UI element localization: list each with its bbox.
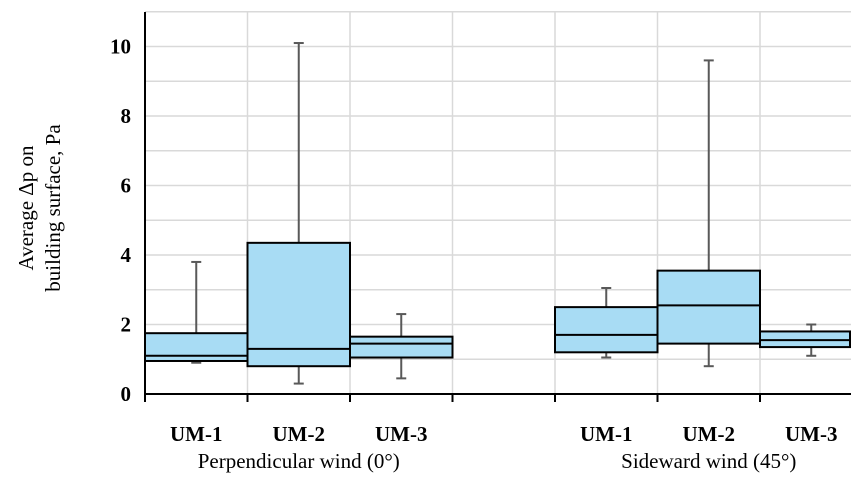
category-label: UM-3 <box>785 422 837 446</box>
category-label: UM-3 <box>375 422 427 446</box>
y-tick-label: 8 <box>121 104 132 128</box>
category-label: UM-2 <box>683 422 735 446</box>
y-tick-label: 4 <box>121 243 132 267</box>
box-iqr <box>349 335 454 359</box>
box-iqr <box>246 241 351 368</box>
box-iqr <box>144 332 249 362</box>
category-label: UM-1 <box>580 422 632 446</box>
y-axis-label-line-2: building surface, Pa <box>41 124 65 292</box>
axes <box>144 12 851 402</box>
y-axis-label-line-1: Average Δp on <box>14 145 38 271</box>
box-iqr <box>554 306 659 354</box>
y-tick-label: 2 <box>121 313 132 337</box>
group-label: Sideward wind (45°) <box>621 449 796 473</box>
category-label: UM-2 <box>273 422 325 446</box>
category-label: UM-1 <box>170 422 222 446</box>
y-tick-label: 10 <box>110 35 131 59</box>
boxes <box>144 241 851 368</box>
whiskers <box>191 42 817 385</box>
group-label: Perpendicular wind (0°) <box>198 449 400 473</box>
y-tick-label: 6 <box>121 174 132 198</box>
y-tick-label: 0 <box>121 382 132 406</box>
labels: Average Δp on building surface, Pa UM-1 U… <box>14 35 837 474</box>
box-iqr <box>656 269 761 345</box>
